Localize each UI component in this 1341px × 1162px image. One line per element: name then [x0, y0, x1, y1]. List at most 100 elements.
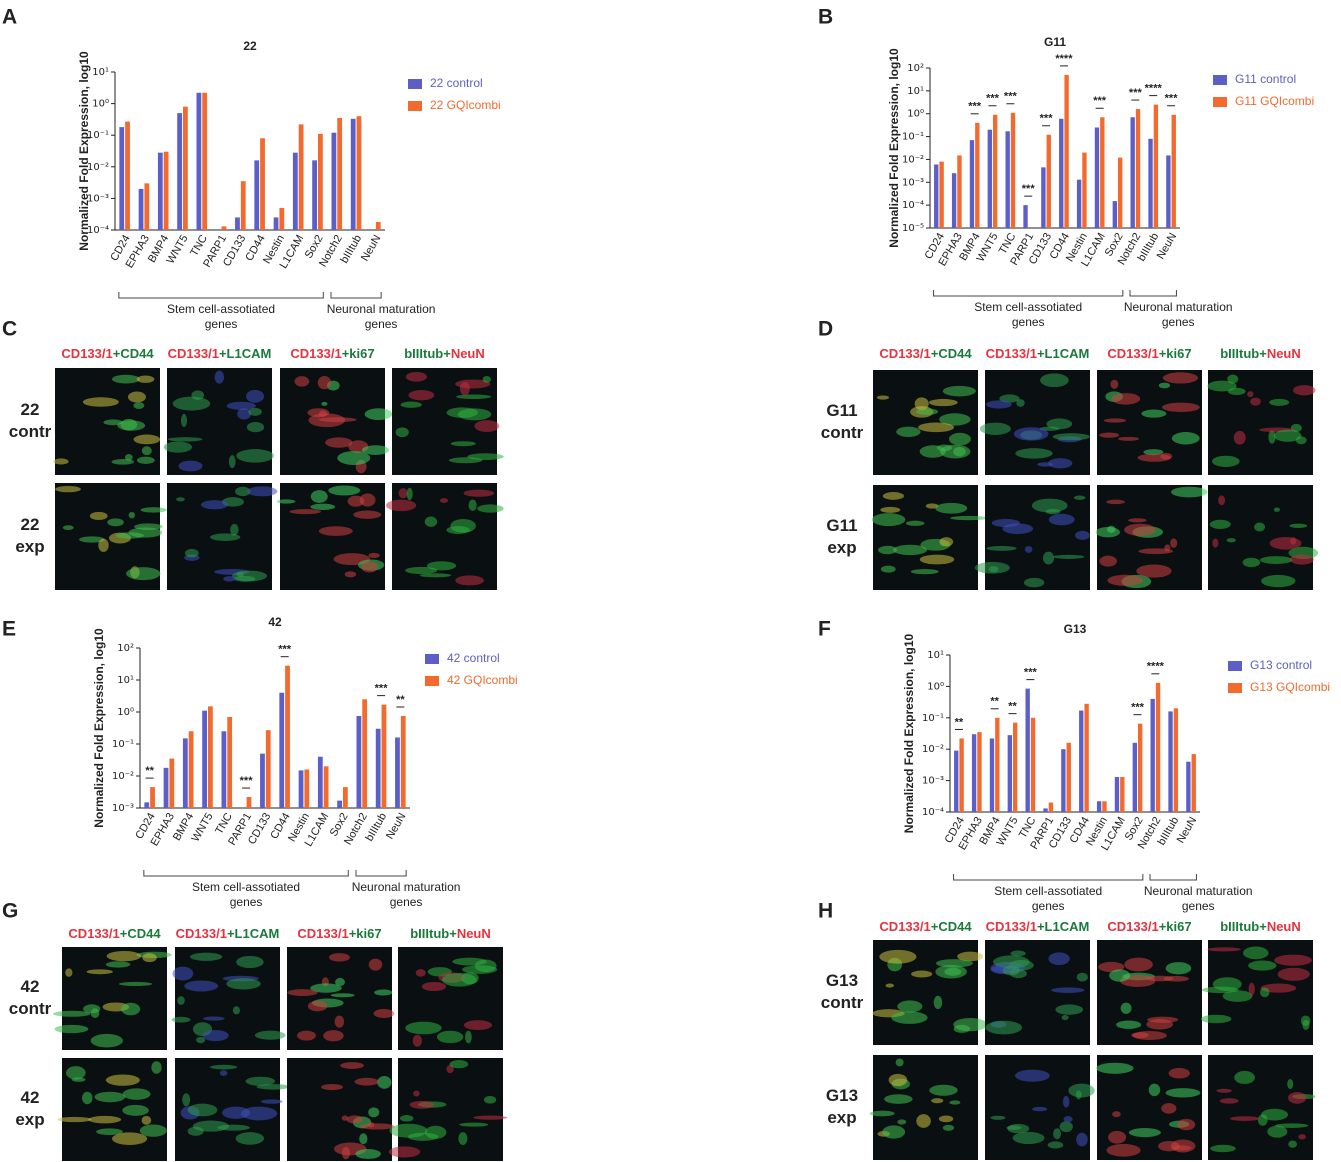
cell	[885, 983, 894, 988]
cell	[330, 993, 355, 998]
cell	[209, 1064, 238, 1070]
group-bracket	[118, 292, 324, 299]
cell	[1247, 391, 1254, 398]
cell	[405, 372, 427, 382]
bar	[1013, 722, 1018, 812]
cell	[1171, 432, 1200, 445]
bar	[279, 692, 285, 808]
cell	[1212, 455, 1240, 467]
cell	[446, 1064, 454, 1074]
bar	[1084, 703, 1089, 812]
cell	[1013, 427, 1049, 441]
cell	[364, 408, 393, 421]
bar	[939, 161, 944, 228]
header-part: NeuN	[457, 926, 491, 941]
cell	[884, 1094, 913, 1104]
cell	[1136, 564, 1172, 578]
legend-swatch	[1213, 97, 1227, 107]
row-label: 42	[21, 977, 40, 996]
row-label: exp	[827, 538, 856, 557]
cell	[1274, 954, 1313, 966]
cell	[124, 454, 133, 461]
cell	[1260, 987, 1270, 998]
cell	[1161, 402, 1200, 412]
cell	[1171, 486, 1208, 498]
legend-label: 22 control	[430, 76, 483, 90]
cell	[1165, 1088, 1201, 1098]
bar	[221, 226, 227, 230]
bar	[1155, 682, 1161, 812]
cell	[90, 1033, 123, 1048]
column-header: bIIItub+NeuN	[1220, 919, 1301, 934]
cell	[1274, 1123, 1309, 1128]
cell	[1162, 372, 1199, 384]
cell	[355, 1148, 381, 1159]
significance: ****	[1147, 661, 1165, 673]
bar	[951, 173, 957, 228]
row-label: contr	[821, 423, 864, 442]
bar	[957, 155, 962, 228]
y-tick-label: 10¹	[907, 86, 924, 97]
cell	[869, 1110, 895, 1117]
bar	[260, 753, 265, 808]
cell	[1120, 1002, 1132, 1014]
cell	[86, 969, 113, 975]
header-part: +ki67	[1159, 346, 1192, 361]
cell	[1073, 495, 1086, 500]
cell	[1106, 499, 1126, 505]
y-tick-label: 10⁻³	[87, 193, 109, 204]
panel-letter: F	[818, 618, 831, 641]
cell	[450, 441, 476, 447]
y-axis-label: Normalized Fold Expression, log10	[77, 51, 91, 251]
cell	[103, 419, 123, 426]
cell	[359, 1123, 395, 1130]
cell	[388, 1146, 421, 1158]
cell	[1200, 1014, 1232, 1024]
bar	[1041, 167, 1046, 228]
column-header: bIIItub+NeuN	[1220, 346, 1301, 361]
cell	[1099, 432, 1120, 438]
cell	[368, 1107, 380, 1118]
significance: ***	[1040, 113, 1054, 125]
cell	[1287, 1079, 1294, 1090]
significance: ***	[1004, 91, 1018, 103]
row-label: 22	[21, 515, 40, 534]
cell	[1143, 449, 1164, 456]
legend-label: G13 control	[1250, 658, 1312, 672]
cell	[115, 532, 144, 539]
cell	[118, 981, 153, 987]
cell	[1290, 554, 1314, 565]
y-tick-label: 10⁻⁵	[902, 223, 924, 234]
cell	[1063, 1116, 1073, 1123]
y-tick-label: 10⁻⁴	[902, 200, 924, 211]
cell	[1016, 399, 1025, 407]
bar	[1100, 117, 1105, 228]
y-tick-label: 10⁻²	[922, 744, 944, 755]
cell	[1124, 957, 1153, 972]
cell	[136, 456, 155, 464]
cell	[1207, 947, 1241, 952]
cell	[880, 506, 901, 513]
significance: ***	[1131, 702, 1145, 714]
cell	[105, 961, 131, 968]
bar	[1153, 104, 1159, 228]
cell	[974, 561, 1010, 574]
cell	[354, 1077, 380, 1086]
cell	[949, 1100, 961, 1105]
bar	[381, 704, 387, 808]
y-tick-label: 10²	[117, 643, 134, 654]
header-part: +L1CAM	[227, 926, 279, 941]
cell	[187, 1126, 204, 1136]
cell	[1177, 1118, 1196, 1131]
cell	[985, 1020, 1023, 1035]
cell	[1106, 1143, 1141, 1157]
y-tick-label: 10⁻¹	[902, 132, 924, 143]
bar	[1168, 711, 1173, 812]
bar	[260, 138, 265, 230]
cell	[344, 571, 357, 578]
significance: **	[145, 765, 154, 777]
header-part: +L1CAM	[1037, 919, 1089, 934]
cell	[62, 525, 74, 531]
cell	[1267, 1125, 1288, 1138]
